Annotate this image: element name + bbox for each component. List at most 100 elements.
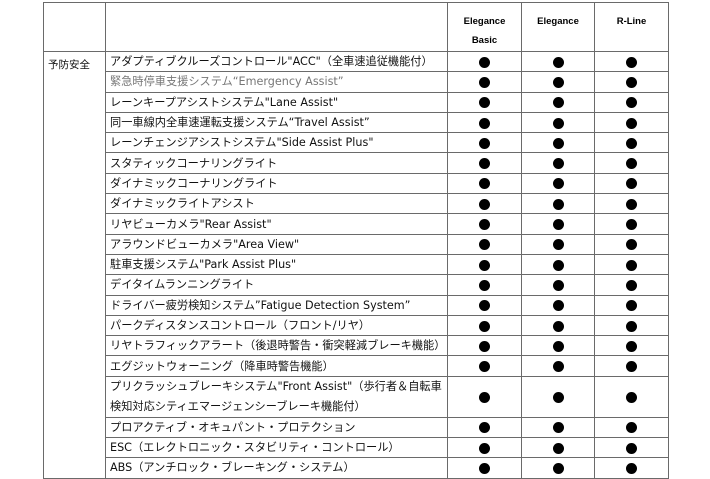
standard-dot-icon [479, 56, 490, 68]
standard-dot-icon [479, 300, 490, 312]
category-cell: 予防安全 [43, 51, 106, 479]
standard-dot-icon [626, 198, 637, 210]
header-row: Elegance Basic Elegance R-Line [43, 2, 669, 52]
standard-dot-icon [626, 340, 637, 352]
availability-cell [521, 375, 595, 418]
standard-dot-icon [552, 462, 564, 474]
standard-dot-icon [552, 300, 564, 312]
feature-label: デイタイムランニングライト [105, 274, 448, 296]
standard-dot-icon [626, 300, 637, 312]
availability-cell [447, 172, 522, 195]
availability-cell [447, 132, 522, 154]
availability-cell [594, 437, 669, 459]
standard-dot-icon [626, 361, 637, 373]
standard-dot-icon [626, 137, 637, 149]
feature-label: スタティックコーナリングライト [105, 152, 448, 174]
availability-cell [447, 335, 522, 357]
availability-cell [594, 172, 669, 195]
availability-cell [447, 50, 522, 73]
availability-cell [521, 71, 595, 93]
availability-cell [447, 457, 522, 479]
availability-cell [594, 111, 669, 134]
standard-dot-icon [479, 259, 490, 271]
standard-dot-icon [552, 56, 564, 68]
table-row: デイタイムランニングライト [44, 274, 669, 296]
standard-dot-icon [626, 117, 637, 129]
availability-cell [594, 457, 669, 479]
availability-cell [594, 213, 669, 235]
standard-dot-icon [552, 361, 564, 373]
feature-label: プロアクティブ・オキュパント・プロテクション [105, 416, 448, 439]
feature-label: ダイナミックライトアシスト [105, 193, 448, 215]
standard-dot-icon [479, 76, 490, 88]
availability-cell [521, 457, 595, 479]
table-row: プリクラッシュブレーキシステム"Front Assist"（歩行者＆自転車検知対… [44, 375, 669, 418]
availability-cell [521, 50, 595, 73]
availability-cell [521, 437, 595, 459]
standard-dot-icon [552, 442, 564, 454]
standard-dot-icon [626, 320, 637, 332]
table-row: ダイナミックライトアシスト [44, 193, 669, 215]
feature-label: レーンチェンジアシストシステム"Side Assist Plus" [105, 132, 448, 154]
availability-cell [521, 233, 595, 255]
availability-cell [521, 253, 595, 276]
standard-dot-icon [626, 158, 637, 170]
standard-dot-icon [479, 198, 490, 210]
standard-dot-icon [479, 422, 490, 434]
availability-cell [447, 91, 522, 113]
standard-dot-icon [479, 442, 490, 454]
table-row: 予防安全 アダプティブクルーズコントロール"ACC"（全車速追従機能付） [43, 50, 669, 479]
standard-dot-icon [552, 178, 564, 190]
feature-label: パークディスタンスコントロール（フロント/リヤ） [105, 314, 448, 337]
equipment-table: Elegance Basic Elegance R-Line 予防安全 アダプティブ… [43, 2, 669, 479]
availability-cell [447, 375, 522, 418]
table-row: ESC（エレクトロニック・スタビリティ・コントロール） [44, 437, 669, 459]
availability-cell [594, 355, 669, 377]
standard-dot-icon [479, 178, 490, 190]
standard-dot-icon [479, 219, 490, 231]
table-row: ダイナミックコーナリングライト [44, 172, 669, 195]
availability-cell [594, 193, 669, 215]
standard-dot-icon [552, 198, 564, 210]
feature-label: アダプティブクルーズコントロール"ACC"（全車速追従機能付） [105, 50, 448, 73]
feature-label: ABS（アンチロック・ブレーキング・システム） [105, 457, 448, 479]
header-elegance-basic: Elegance Basic [447, 2, 522, 52]
feature-label: プリクラッシュブレーキシステム"Front Assist"（歩行者＆自転車検知対… [105, 375, 448, 418]
standard-dot-icon [479, 391, 490, 403]
table-row: 駐車支援システム"Park Assist Plus" [44, 253, 669, 276]
availability-cell [521, 355, 595, 377]
availability-cell [521, 91, 595, 113]
availability-cell [521, 152, 595, 174]
availability-cell [447, 355, 522, 377]
table-row: レーンキープアシストシステム"Lane Assist" [44, 91, 669, 113]
availability-cell [594, 416, 669, 439]
feature-label: エグジットウォーニング（降車時警告機能） [105, 355, 448, 377]
standard-dot-icon [626, 391, 637, 403]
standard-dot-icon [552, 259, 564, 271]
standard-dot-icon [552, 76, 564, 88]
standard-dot-icon [479, 239, 490, 251]
availability-cell [447, 233, 522, 255]
table-row: 同一車線内全車速運転支援システム“Travel Assist” [44, 111, 669, 134]
feature-label: ダイナミックコーナリングライト [105, 172, 448, 195]
header-r-line: R-Line [594, 2, 669, 52]
header-elegance: Elegance [521, 2, 595, 52]
availability-cell [594, 152, 669, 174]
availability-cell [447, 437, 522, 459]
availability-cell [521, 111, 595, 134]
availability-cell [594, 274, 669, 296]
standard-dot-icon [626, 97, 637, 109]
table-row: ドライバー疲労検知システム”Fatigue Detection System” [44, 294, 669, 316]
availability-cell [447, 193, 522, 215]
standard-dot-icon [626, 259, 637, 271]
standard-dot-icon [479, 361, 490, 373]
standard-dot-icon [552, 320, 564, 332]
feature-label: 同一車線内全車速運転支援システム“Travel Assist” [105, 111, 448, 134]
standard-dot-icon [552, 340, 564, 352]
standard-dot-icon [626, 76, 637, 88]
feature-label: レーンキープアシストシステム"Lane Assist" [105, 91, 448, 113]
availability-cell [594, 71, 669, 93]
standard-dot-icon [479, 340, 490, 352]
availability-cell [594, 91, 669, 113]
standard-dot-icon [626, 442, 637, 454]
